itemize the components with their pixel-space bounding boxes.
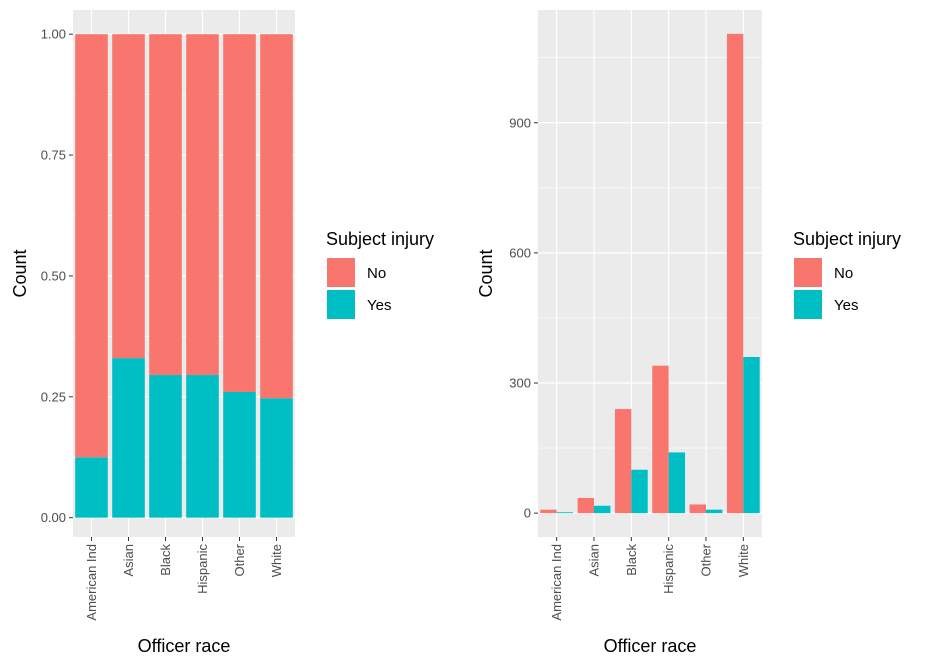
right-x-tick-label: Hispanic	[661, 544, 676, 594]
right-y-tick-label: 300	[509, 376, 531, 391]
left-chart: 0.00 0.25 0.50 0.75 1.00 American Ind Asian Bl…	[10, 10, 434, 656]
bar-asian-yes	[594, 505, 611, 514]
left-x-tick-label: American Ind	[84, 544, 99, 621]
right-legend-label-yes: Yes	[834, 297, 858, 314]
right-y-tick-label: 0	[524, 506, 531, 521]
left-x-ticks: American Ind Asian Black Hispanic Other White	[84, 537, 284, 621]
bar-white-no	[260, 34, 293, 399]
right-x-axis-title: Officer race	[604, 636, 697, 656]
left-y-axis-title: Count	[10, 249, 30, 297]
bar-black-no	[149, 34, 182, 376]
bar-american-ind-no	[540, 509, 557, 514]
left-x-axis-title: Officer race	[138, 636, 231, 656]
left-legend-key-no	[327, 258, 355, 287]
left-x-tick-label: Other	[232, 543, 247, 576]
left-legend-key-yes	[327, 290, 355, 319]
left-x-tick-label: Hispanic	[195, 544, 210, 594]
bar-other-no	[689, 504, 706, 514]
left-x-tick-label: White	[269, 544, 284, 577]
bar-asian-no	[577, 497, 594, 514]
left-x-tick-label: Asian	[121, 544, 136, 577]
bar-other-yes	[223, 391, 256, 518]
left-y-tick-label: 0.00	[41, 510, 66, 525]
left-y-tick-label: 0.25	[41, 389, 66, 404]
right-chart: 0 300 600 900 American Ind Asian Black Hispani…	[476, 10, 901, 656]
bar-white-no	[726, 33, 744, 514]
right-x-ticks: American Ind Asian Black Hispanic Other White	[549, 537, 751, 621]
right-y-tick-label: 600	[509, 245, 531, 260]
bar-american-ind-yes	[556, 512, 574, 514]
left-x-tick-label: Black	[158, 544, 173, 576]
bar-hispanic-no	[186, 34, 219, 376]
right-legend: Subject injury No Yes	[793, 229, 901, 319]
right-bars	[540, 33, 760, 514]
right-legend-key-no	[794, 258, 822, 287]
bar-american-ind-no	[75, 34, 108, 458]
bar-american-ind-yes	[75, 457, 108, 518]
left-y-ticks: 0.00 0.25 0.50 0.75 1.00	[41, 27, 73, 525]
bar-other-no	[223, 34, 256, 392]
right-x-tick-label: Other	[699, 543, 714, 576]
right-plot-background	[538, 10, 762, 537]
bar-black-no	[614, 409, 632, 514]
left-legend-title: Subject injury	[326, 229, 434, 249]
right-legend-label-no: No	[834, 265, 853, 282]
right-x-tick-label: Black	[624, 544, 639, 576]
left-legend-label-no: No	[367, 265, 386, 282]
bar-other-yes	[706, 509, 723, 514]
left-y-tick-label: 0.75	[41, 148, 66, 163]
left-legend-label-yes: Yes	[367, 297, 391, 314]
bar-hispanic-no	[652, 365, 669, 514]
bar-hispanic-yes	[668, 452, 686, 514]
bar-hispanic-yes	[186, 375, 219, 518]
left-legend: Subject injury No Yes	[326, 229, 434, 319]
left-y-tick-label: 1.00	[41, 27, 66, 42]
right-legend-title: Subject injury	[793, 229, 901, 249]
bar-white-yes	[260, 398, 293, 518]
bar-black-yes	[631, 469, 648, 514]
right-y-ticks: 0 300 600 900	[509, 115, 538, 521]
left-y-tick-label: 0.50	[41, 268, 66, 283]
bar-asian-no	[112, 34, 145, 359]
right-y-axis-title: Count	[476, 249, 496, 297]
right-legend-key-yes	[794, 290, 822, 319]
left-plot-background	[73, 10, 295, 537]
bar-white-yes	[743, 356, 760, 514]
bar-black-yes	[149, 375, 182, 518]
right-y-tick-label: 900	[509, 115, 531, 130]
bar-asian-yes	[112, 358, 145, 518]
right-x-tick-label: American Ind	[549, 544, 564, 621]
left-bars	[75, 34, 293, 518]
right-x-tick-label: White	[736, 544, 751, 577]
right-x-tick-label: Asian	[587, 544, 602, 577]
